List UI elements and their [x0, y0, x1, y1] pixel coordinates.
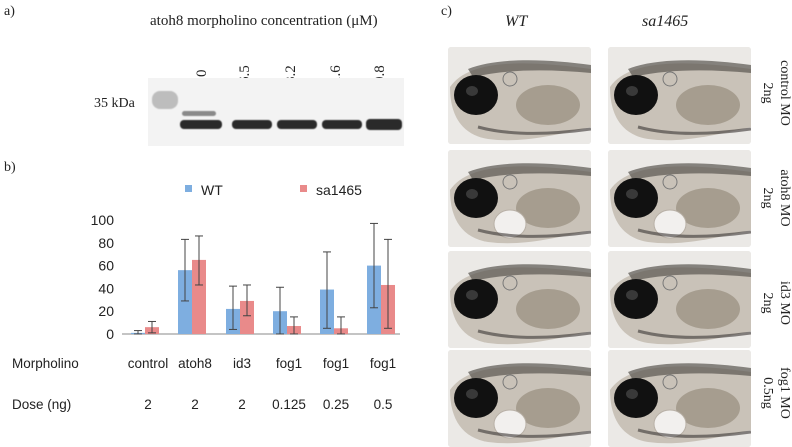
dose-cell: 2	[238, 397, 246, 412]
protein-band	[232, 120, 272, 129]
row-caption: atoh8 MO 2ng	[757, 153, 792, 243]
larva-illustration	[608, 150, 751, 247]
morpholino-cell: fog1	[275, 356, 303, 371]
row-caption-line: 0.5ng	[760, 377, 775, 409]
legend-label: sa1465	[316, 182, 362, 198]
larva-illustration	[608, 47, 751, 144]
larva-illustration	[608, 251, 751, 348]
larva-illustration	[448, 251, 591, 348]
larva-illustration	[608, 350, 751, 447]
y-tick-label: 100	[91, 212, 115, 228]
blot-title: atoh8 morpholino concentration (μM)	[150, 13, 378, 29]
protein-band	[366, 119, 402, 130]
dose-cell: 0.25	[322, 397, 350, 412]
conc-label: 0	[194, 69, 210, 78]
morpholino-cell: atoh8	[178, 356, 212, 371]
y-tick-label: 0	[106, 326, 114, 342]
panel-a-label: a)	[4, 4, 15, 19]
legend-swatch	[300, 185, 307, 192]
upper-band	[182, 111, 216, 116]
row-caption-line: 2ng	[760, 292, 775, 314]
protein-band	[180, 120, 222, 129]
row-caption-line: control MO	[777, 60, 792, 126]
legend-label: WT	[201, 182, 223, 198]
row-caption-line: 2ng	[760, 187, 775, 209]
morpholino-cell: fog1	[369, 356, 397, 371]
legend-swatch	[185, 185, 192, 192]
morpholino-row-label: Morpholino	[12, 356, 79, 371]
y-tick-label: 80	[98, 235, 114, 251]
panel-b-label: b)	[4, 160, 16, 175]
row-caption: control MO 2ng	[757, 48, 792, 138]
larva-illustration	[448, 350, 591, 447]
protein-band	[322, 120, 362, 129]
row-caption-line: 2ng	[760, 82, 775, 104]
dose-cell: 2	[191, 397, 199, 412]
row-caption: id3 MO 2ng	[757, 258, 792, 348]
larva-image	[608, 47, 751, 144]
column-header-wt: WT	[505, 13, 528, 30]
row-caption-line: atoh8 MO	[777, 169, 792, 227]
morpholino-cell: id3	[232, 356, 251, 371]
morpholino-cell: fog1	[322, 356, 350, 371]
morpholino-cell: control	[127, 356, 169, 371]
dose-cell: 2	[144, 397, 152, 412]
larva-illustration	[448, 47, 591, 144]
dose-cell: 0.125	[272, 397, 306, 412]
dose-cell: 0.5	[373, 397, 393, 412]
row-caption-line: fog1 MO	[777, 367, 792, 419]
row-caption: fog1 MO 0.5ng	[757, 348, 792, 438]
larva-image	[608, 251, 751, 348]
larva-image	[608, 350, 751, 447]
column-header-mutant: sa1465	[642, 13, 689, 30]
bar-sa1465	[192, 259, 206, 334]
larva-image	[448, 47, 591, 144]
marker-label: 35 kDa	[94, 96, 135, 111]
dose-row-label: Dose (ng)	[12, 397, 72, 412]
panel-c-label: c)	[441, 4, 452, 19]
row-caption-line: id3 MO	[777, 281, 792, 325]
bar-wt	[178, 270, 192, 334]
larva-image	[448, 150, 591, 247]
larva-image	[448, 350, 591, 447]
y-tick-label: 20	[98, 303, 114, 319]
y-tick-label: 60	[98, 258, 114, 274]
bar-sa1465	[240, 300, 254, 334]
western-blot	[148, 78, 404, 146]
y-tick-label: 40	[98, 280, 114, 296]
larva-image	[608, 150, 751, 247]
larva-illustration	[448, 150, 591, 247]
ladder-band	[152, 91, 178, 109]
protein-band	[277, 120, 317, 129]
larva-image	[448, 251, 591, 348]
